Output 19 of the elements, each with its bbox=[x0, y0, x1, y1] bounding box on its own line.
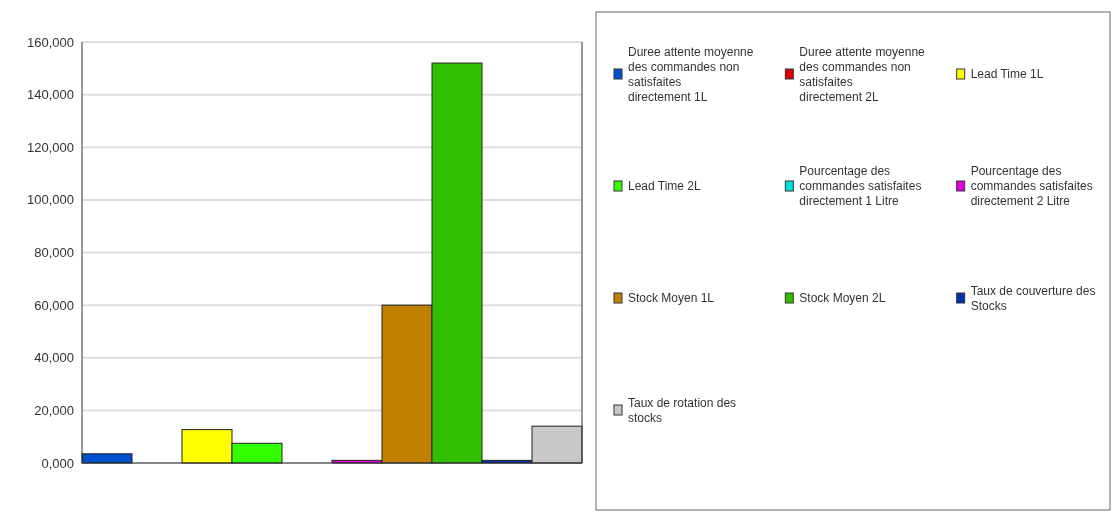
legend-label: Taux de couverture des Stocks bbox=[970, 283, 1096, 313]
y-tick-label: 140,000 bbox=[27, 87, 74, 103]
legend-label: Duree attente moyenne des commandes non satisfaites directement 1L bbox=[628, 44, 754, 104]
y-tick-label: 80,000 bbox=[34, 245, 74, 261]
y-tick-label: 120,000 bbox=[27, 139, 74, 155]
legend-label: Pourcentage des commandes satisfaites directement 2 Litre bbox=[970, 164, 1093, 209]
y-tick-label: 60,000 bbox=[34, 297, 74, 313]
legend-label: Stock Moyen 2L bbox=[799, 291, 886, 306]
legend-label: Stock Moyen 1L bbox=[628, 291, 715, 306]
legend-label: Lead Time 2L bbox=[628, 179, 702, 194]
legend-label: Taux de rotation des stocks bbox=[628, 395, 737, 425]
y-tick-label: 0,000 bbox=[41, 455, 74, 471]
y-tick-label: 100,000 bbox=[27, 192, 74, 208]
legend-label: Lead Time 1L bbox=[970, 67, 1044, 82]
y-tick-label: 40,000 bbox=[34, 350, 74, 366]
legend-label: Duree attente moyenne des commandes non satisfaites directement 2L bbox=[799, 44, 926, 104]
y-tick-label: 160,000 bbox=[27, 34, 74, 50]
legend-label: Pourcentage des commandes satisfaites directement 1 Litre bbox=[799, 164, 922, 209]
y-tick-label: 20,000 bbox=[34, 402, 74, 418]
